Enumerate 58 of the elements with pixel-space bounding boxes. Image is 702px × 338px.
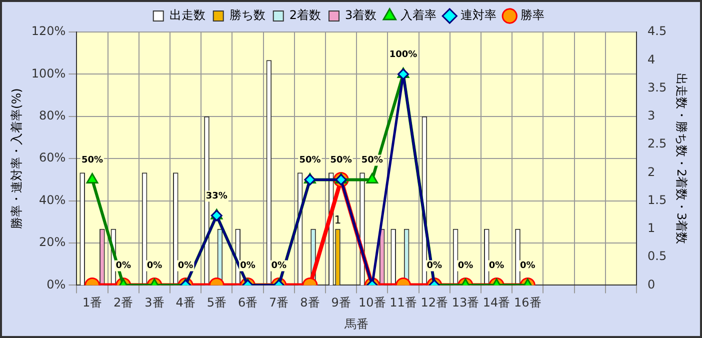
- legend-label: 3着数: [345, 8, 377, 22]
- data-label: 0%: [240, 261, 256, 272]
- x-tick-label: 12番: [420, 296, 448, 310]
- data-label: 0%: [146, 261, 162, 272]
- y-tick-label: 0%: [46, 277, 66, 292]
- y2-tick-label: 1: [648, 221, 656, 236]
- y-axis-title: 勝率・連対率・入着率(%): [9, 88, 24, 229]
- data-label: 0%: [178, 261, 194, 272]
- data-label: 0%: [426, 261, 442, 272]
- x-tick-label: 6番: [238, 296, 258, 310]
- data-label: 0%: [520, 261, 536, 272]
- data-label: 50%: [299, 156, 321, 166]
- data-label: 0%: [458, 261, 474, 272]
- x-tick-label: 2番: [114, 296, 134, 310]
- x-tick-label: 11番: [390, 296, 417, 310]
- y2-tick-label: 2.5: [648, 136, 667, 151]
- data-label: 1: [334, 213, 342, 226]
- y-tick-label: 40%: [39, 192, 66, 207]
- x-tick-label: 9番: [331, 296, 351, 310]
- x-tick-label: 14番: [482, 296, 510, 310]
- legend-label: 勝率: [520, 8, 545, 22]
- y2-tick-label: 1.5: [648, 192, 667, 207]
- y-tick-label: 60%: [39, 150, 66, 165]
- legend-label: 入着率: [400, 8, 437, 22]
- data-label: 0%: [116, 261, 131, 272]
- y2-tick-label: 4: [648, 52, 656, 66]
- y-tick-label: 80%: [39, 108, 66, 123]
- data-label: 0%: [271, 261, 286, 272]
- data-label: 50%: [81, 156, 104, 166]
- legend-label: 勝ち数: [229, 8, 266, 22]
- y2-tick-label: 3: [648, 108, 656, 123]
- data-label: 50%: [330, 156, 352, 166]
- x-tick-label: 3番: [144, 296, 164, 310]
- x-tick-label: 10番: [358, 296, 386, 310]
- x-tick-label: 7番: [269, 296, 289, 310]
- data-label: 33%: [206, 191, 228, 202]
- y2-tick-label: 0: [648, 277, 656, 292]
- y2-axis-title: 出走数・勝ち数・2着数・3着数: [674, 72, 689, 244]
- data-label: 100%: [389, 50, 418, 60]
- x-tick-label: 13番: [452, 296, 480, 310]
- x-tick-label: 8番: [300, 296, 320, 310]
- y-tick-label: 20%: [39, 235, 66, 250]
- y2-tick-label: 2: [648, 164, 656, 179]
- y2-tick-label: 0.5: [648, 249, 667, 264]
- x-tick-label: 4番: [176, 296, 196, 310]
- x-tick-label: 16番: [514, 296, 542, 310]
- y-tick-label: 100%: [31, 66, 66, 80]
- x-tick-label: 1番: [82, 296, 102, 310]
- x-tick-label: 5番: [206, 296, 226, 310]
- x-axis-title: 馬番: [344, 316, 369, 331]
- legend-label: 出走数: [169, 8, 206, 22]
- data-label: 0%: [488, 261, 504, 272]
- legend-label: 連対率: [460, 8, 497, 22]
- y2-tick-label: 4.5: [648, 24, 667, 38]
- legend-label: 2着数: [289, 8, 322, 22]
- data-label: 50%: [361, 156, 383, 166]
- y2-tick-label: 3.5: [648, 80, 667, 94]
- y-tick-label: 120%: [31, 24, 66, 38]
